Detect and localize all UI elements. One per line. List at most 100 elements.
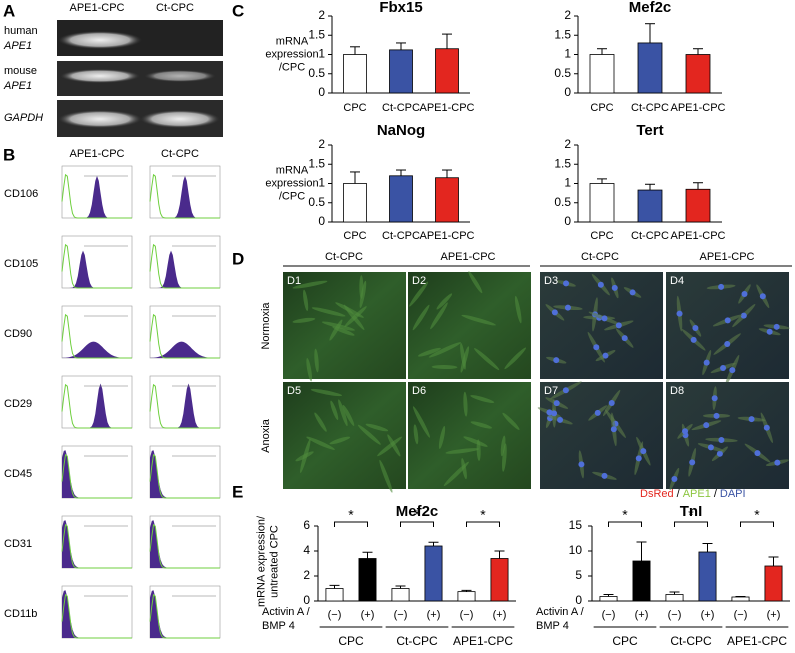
significance-star: * [348,507,354,523]
cell [329,436,351,445]
column-label: Ct-CPC [325,251,363,263]
y-tick-label: 5 [575,568,582,582]
bar [490,558,509,602]
histogram-image [149,375,221,429]
nucleus [707,444,714,451]
bar [599,596,618,602]
y-tick-label: 1 [318,176,325,190]
nucleus [676,310,683,317]
micrograph: D6 [408,382,531,489]
control-curve [149,243,220,289]
significance-star: * [688,507,694,523]
group-label: CPC [338,634,364,648]
nucleus [689,459,696,466]
nucleus [716,450,723,457]
control-curve [149,523,220,569]
histogram-image [149,165,221,219]
chart-title: Mef2c [396,503,439,520]
cell [292,317,316,323]
nucleus [766,328,773,335]
legend-separator: / [677,488,681,500]
plot-frame [61,585,133,639]
x-tick-label: (+) [361,609,375,621]
row-label: APE1 [3,80,32,92]
bar [589,183,615,223]
y-tick-label: 2 [564,8,571,22]
column-label: Ct-CPC [161,148,199,160]
y-tick-label: 4 [303,543,310,557]
y-tick-label: 2 [318,137,325,151]
cell [468,271,483,294]
column-label: APE1-CPC [69,2,124,14]
histogram-image [149,585,221,639]
panel-label: A [3,1,15,20]
cell [359,280,367,309]
row-label: CD105 [4,258,38,270]
x-tick-label: Ct-CPC [631,102,669,114]
control-curve [149,313,220,359]
cell [514,295,522,324]
panel-label: D [232,249,244,268]
image-label: D6 [412,385,426,397]
cell [387,434,401,457]
x-tick-label: (−) [460,609,474,621]
row-label: APE1 [3,40,32,52]
column-label: APE1-CPC [440,251,495,263]
cell [504,347,527,370]
x-tick-label: (+) [635,609,649,621]
y-axis-label: mRNA expression/ [255,515,267,607]
group-label: Ct-CPC [396,634,438,648]
bar [685,188,711,223]
nucleus [640,448,647,455]
y-tick-label: 1 [564,176,571,190]
y-tick-label: 1 [564,47,571,61]
control-curve [61,313,132,359]
y-axis-label: /CPC [279,190,305,202]
bar [637,42,663,94]
cell [412,406,431,438]
x-tick-label: APE1-CPC [419,102,474,114]
bar [424,545,443,602]
nucleus [759,293,766,300]
bar [435,177,459,223]
significance-star: * [754,507,760,523]
bar [764,565,783,602]
cell [329,319,343,341]
y-tick-label: 0.5 [308,195,325,209]
micrograph: D7 [537,381,663,489]
nucleus [551,309,558,316]
y-axis-label: expression [265,177,318,189]
significance-bracket [334,521,368,527]
nucleus [553,357,560,364]
bar [457,591,476,602]
group-label: APE1-CPC [727,634,787,648]
panel-label: B [3,145,15,164]
image-label: D7 [544,385,558,397]
cell [500,435,506,457]
control-curve [149,593,220,639]
nucleus [610,426,617,433]
bar [632,560,651,602]
histogram-fill [62,341,132,358]
cell [461,458,467,480]
column-label: APE1-CPC [699,251,754,263]
cell [365,423,389,432]
x-tick-label: (−) [602,609,616,621]
significance-bracket [400,521,434,527]
y-tick-label: 0.5 [554,195,571,209]
y-axis-label: mRNA [276,35,309,47]
nucleus [621,335,628,342]
control-curve [61,173,132,219]
micrograph: D3 [540,272,663,379]
y-tick-label: 0 [303,593,310,607]
y-axis-label: expression [265,48,318,60]
cell [303,289,309,311]
y-tick-label: 15 [569,518,583,532]
histogram-image [149,235,221,289]
bar [685,54,711,94]
control-curve [61,243,132,289]
cell [476,439,481,461]
bar [358,558,377,602]
legend-entry: APE1 [683,488,711,500]
significance-star: * [480,507,486,523]
